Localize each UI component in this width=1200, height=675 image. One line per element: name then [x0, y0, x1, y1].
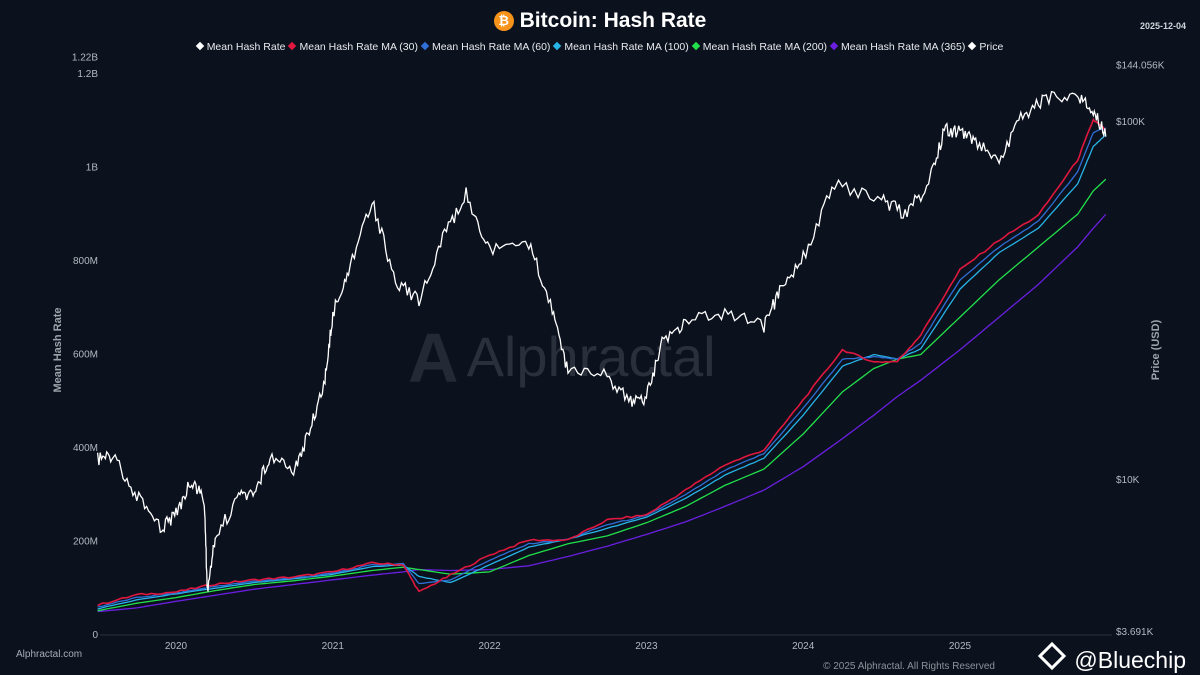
legend-item[interactable]: Mean Hash Rate MA (60): [420, 41, 551, 53]
y-tick-label: 800M: [73, 256, 98, 267]
y2-tick-label: $144.056K: [1116, 60, 1165, 71]
y-tick-label: 1B: [86, 163, 99, 174]
bitcoin-icon: ₿: [493, 11, 514, 31]
legend-item[interactable]: Mean Hash Rate MA (365): [829, 41, 966, 53]
y-axis-title: Mean Hash Rate: [52, 308, 64, 393]
x-tick-label: 2023: [635, 641, 658, 652]
series-line-mean-hash-rate-ma-30-: [97, 118, 1107, 607]
watermark: A Alphractal: [408, 319, 716, 397]
legend: Mean Hash Rate Mean Hash Rate MA (30) Mean…: [0, 41, 1200, 53]
y2-axis-title: Price (USD): [1150, 319, 1162, 380]
site-link[interactable]: Alphractal.com: [16, 649, 83, 660]
author-handle: @Bluechip: [1038, 641, 1186, 674]
alphractal-logo-icon: A: [408, 319, 459, 397]
x-tick-label: 2025: [949, 641, 972, 652]
legend-label: Price: [979, 41, 1004, 53]
y-tick-label: 0: [92, 630, 98, 641]
copyright: © 2025 Alphractal. All Rights Reserved: [823, 661, 995, 672]
legend-label: Mean Hash Rate: [206, 41, 286, 53]
legend-label: Mean Hash Rate MA (365): [841, 41, 966, 53]
y-tick-label: 400M: [73, 443, 98, 454]
series-line-mean-hash-rate-ma-100-: [97, 134, 1107, 610]
legend-label: Mean Hash Rate MA (60): [431, 41, 551, 53]
y-tick-label: 600M: [73, 350, 98, 361]
y2-tick-label: $3.691K: [1116, 627, 1154, 638]
legend-label: Mean Hash Rate MA (30): [299, 41, 418, 53]
y-tick-label: 200M: [73, 537, 98, 548]
chart-title: ₿ Bitcoin: Hash Rate: [0, 9, 1200, 33]
x-tick-label: 2022: [478, 641, 501, 652]
legend-item[interactable]: Mean Hash Rate MA (200): [691, 41, 828, 53]
y-tick-label: 1.2B: [77, 69, 98, 80]
series-line-mean-hash-rate-ma-60-: [97, 127, 1107, 608]
x-tick-label: 2020: [165, 641, 188, 652]
legend-label: Mean Hash Rate MA (100): [564, 41, 689, 53]
y2-tick-label: $100K: [1116, 117, 1145, 128]
x-tick-label: 2024: [792, 641, 815, 652]
y2-tick-label: $10K: [1116, 475, 1140, 486]
binance-icon: [1038, 641, 1067, 671]
legend-item[interactable]: Price: [968, 41, 1004, 53]
legend-label: Mean Hash Rate MA (200): [702, 41, 828, 53]
date-label: 2025-12-04: [1139, 21, 1186, 31]
legend-item[interactable]: Mean Hash Rate MA (100): [553, 41, 689, 53]
y-tick-label: 1.22B: [72, 53, 98, 64]
series-line-mean-hash-rate-ma-365-: [97, 213, 1107, 613]
series-line-mean-hash-rate-ma-200-: [97, 178, 1107, 612]
legend-item[interactable]: Mean Hash Rate MA (30): [288, 41, 418, 53]
x-tick-label: 2021: [322, 641, 345, 652]
legend-item[interactable]: Mean Hash Rate: [195, 41, 286, 53]
series-line-price: [96, 90, 1107, 592]
